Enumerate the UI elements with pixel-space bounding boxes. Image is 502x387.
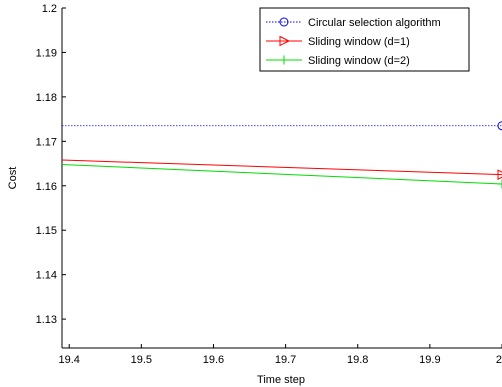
x-tick-label: 19.6 bbox=[203, 354, 224, 366]
legend-label-2: Sliding window (d=1) bbox=[308, 36, 410, 48]
x-tick-label: 19.7 bbox=[275, 354, 296, 366]
series-marker-2 bbox=[497, 169, 502, 180]
y-tick-label: 1.14 bbox=[36, 270, 57, 282]
y-tick-label: 1.2 bbox=[42, 3, 57, 15]
legend-label-3: Sliding window (d=2) bbox=[308, 55, 410, 67]
y-tick-label: 1.15 bbox=[36, 225, 57, 237]
legend: Circular selection algorithm Sliding wind… bbox=[259, 7, 470, 72]
x-tick-label: 19.9 bbox=[419, 354, 440, 366]
x-axis-label: Time step bbox=[257, 374, 305, 386]
y-tick-label: 1.17 bbox=[36, 136, 57, 148]
x-tick-label: 19.5 bbox=[131, 354, 152, 366]
x-tick-label: 19.8 bbox=[347, 354, 368, 366]
series-line-3 bbox=[61, 163, 502, 185]
legend-marker-2 bbox=[279, 35, 291, 47]
series-marker-3 bbox=[497, 179, 502, 189]
plot-area: 19.4 19.5 19.6 19.7 19.8 19.9 20 1.13 1.14 1.15 1.… bbox=[36, 3, 502, 366]
x-tick-label: 19.4 bbox=[59, 354, 80, 366]
y-axis-label: Cost bbox=[7, 167, 19, 190]
legend-marker-3 bbox=[279, 55, 289, 65]
y-tick-label: 1.16 bbox=[36, 181, 57, 193]
y-tick-label: 1.19 bbox=[36, 47, 57, 59]
series-marker-1 bbox=[497, 121, 502, 131]
legend-label-1: Circular selection algorithm bbox=[308, 17, 441, 29]
y-tick-label: 1.18 bbox=[36, 92, 57, 104]
series-line-2 bbox=[61, 159, 502, 176]
legend-marker-1 bbox=[279, 17, 289, 27]
x-tick-label: 20 bbox=[496, 354, 502, 366]
y-tick-label: 1.13 bbox=[36, 314, 57, 326]
